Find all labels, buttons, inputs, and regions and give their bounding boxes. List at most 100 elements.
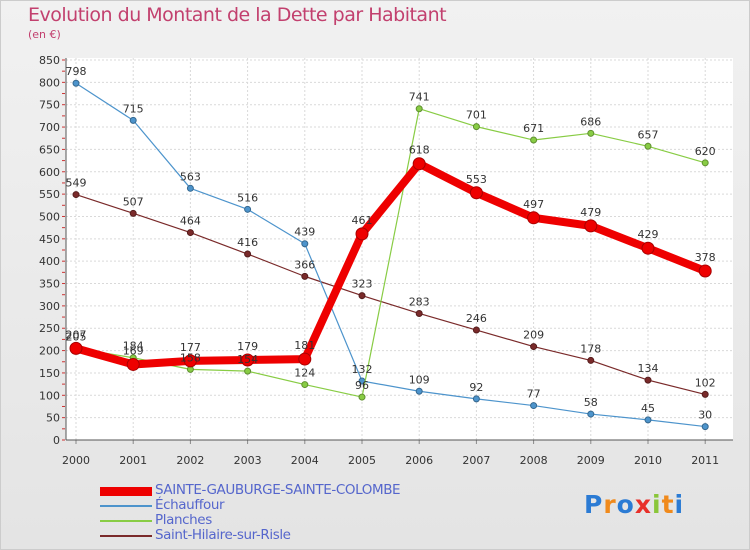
data-label-planches: 741 xyxy=(409,91,430,104)
data-point-echauffour xyxy=(186,184,194,192)
y-tick-label: 100 xyxy=(39,389,60,402)
data-point-sainte-gauburge xyxy=(355,227,369,241)
data-label-echauffour: 439 xyxy=(294,226,315,239)
data-point-sainte-gauburge xyxy=(469,186,483,200)
logo-letter: P xyxy=(584,490,604,519)
data-point-sainte-gauburge xyxy=(641,241,655,255)
data-label-planches: 184 xyxy=(123,340,144,353)
data-point-echauffour xyxy=(644,416,652,424)
series-line-saint-hilaire xyxy=(75,193,706,395)
data-label-echauffour: 516 xyxy=(237,191,258,204)
y-tick-label: 150 xyxy=(39,367,60,380)
data-label-saint-hilaire: 464 xyxy=(180,215,201,228)
data-label-saint-hilaire: 134 xyxy=(638,362,659,375)
series-line-planches xyxy=(75,108,706,398)
data-label-saint-hilaire: 366 xyxy=(294,258,315,271)
data-label-saint-hilaire: 102 xyxy=(695,376,716,389)
data-point-saint-hilaire xyxy=(644,376,652,384)
logo-letter: i xyxy=(652,490,662,519)
x-tick-label: 2008 xyxy=(520,454,548,467)
data-label-sainte-gauburge: 207 xyxy=(66,328,87,341)
x-tick-label: 2001 xyxy=(119,454,147,467)
data-point-planches xyxy=(415,105,423,113)
x-tick-label: 2000 xyxy=(62,454,90,467)
data-point-sainte-gauburge xyxy=(241,353,255,367)
data-point-planches xyxy=(587,129,595,137)
legend-label: Saint-Hilaire-sur-Risle xyxy=(155,527,291,543)
data-label-sainte-gauburge: 378 xyxy=(695,251,716,264)
data-label-saint-hilaire: 209 xyxy=(523,329,544,342)
data-point-echauffour xyxy=(415,387,423,395)
data-label-echauffour: 132 xyxy=(352,363,373,376)
y-tick-label: 700 xyxy=(39,121,60,134)
data-label-planches: 671 xyxy=(523,122,544,135)
data-point-planches xyxy=(244,367,252,375)
y-tick-label: 500 xyxy=(39,210,60,223)
data-point-planches xyxy=(530,136,538,144)
data-label-saint-hilaire: 178 xyxy=(580,342,601,355)
chart-subtitle: (en €) xyxy=(28,28,61,41)
series-line-sainte-gauburge xyxy=(74,159,707,369)
legend-label: Planches xyxy=(155,512,212,528)
x-tick-label: 2002 xyxy=(176,454,204,467)
series-line-echauffour xyxy=(75,82,706,428)
data-label-sainte-gauburge: 553 xyxy=(466,173,487,186)
x-tick-label: 2010 xyxy=(634,454,662,467)
legend-swatch xyxy=(100,535,152,537)
y-tick-label: 550 xyxy=(39,188,60,201)
chart-title: Evolution du Montant de la Dette par Hab… xyxy=(28,4,447,26)
legend-label: SAINTE-GAUBURGE-SAINTE-COLOMBE xyxy=(155,482,401,498)
data-label-planches: 205 xyxy=(66,330,87,343)
data-point-sainte-gauburge xyxy=(69,341,83,355)
data-label-sainte-gauburge: 179 xyxy=(237,340,258,353)
data-point-sainte-gauburge xyxy=(298,352,312,366)
data-point-saint-hilaire xyxy=(129,209,137,217)
data-point-planches xyxy=(358,393,366,401)
data-label-saint-hilaire: 507 xyxy=(123,195,144,208)
data-label-sainte-gauburge: 169 xyxy=(123,344,144,357)
data-label-saint-hilaire: 246 xyxy=(466,312,487,325)
data-point-echauffour xyxy=(472,395,480,403)
data-point-sainte-gauburge xyxy=(698,264,712,278)
y-tick-label: 50 xyxy=(46,412,60,425)
logo-letter: r xyxy=(603,490,617,519)
logo-letter: t xyxy=(661,490,675,519)
x-tick-label: 2003 xyxy=(234,454,262,467)
y-tick-label: 800 xyxy=(39,76,60,89)
data-label-echauffour: 45 xyxy=(641,402,655,415)
data-point-saint-hilaire xyxy=(530,343,538,351)
data-label-sainte-gauburge: 181 xyxy=(294,339,315,352)
data-label-planches: 154 xyxy=(237,353,258,366)
plot-area xyxy=(66,58,733,440)
data-label-sainte-gauburge: 461 xyxy=(352,214,373,227)
data-point-sainte-gauburge xyxy=(412,157,426,171)
data-point-echauffour xyxy=(129,116,137,124)
data-label-planches: 96 xyxy=(355,379,369,392)
data-label-saint-hilaire: 549 xyxy=(66,177,87,190)
y-tick-label: 400 xyxy=(39,255,60,268)
data-point-echauffour xyxy=(72,79,80,87)
data-point-saint-hilaire xyxy=(244,250,252,258)
data-label-echauffour: 77 xyxy=(527,388,541,401)
x-tick-label: 2006 xyxy=(405,454,433,467)
data-label-sainte-gauburge: 479 xyxy=(580,206,601,219)
y-tick-label: 450 xyxy=(39,233,60,246)
data-point-saint-hilaire xyxy=(587,356,595,364)
data-point-planches xyxy=(701,159,709,167)
data-point-echauffour xyxy=(587,410,595,418)
data-label-sainte-gauburge: 618 xyxy=(409,144,430,157)
data-point-planches xyxy=(301,381,309,389)
data-point-saint-hilaire xyxy=(358,292,366,300)
data-label-planches: 657 xyxy=(638,128,659,141)
y-tick-label: 300 xyxy=(39,300,60,313)
data-point-saint-hilaire xyxy=(72,191,80,199)
data-label-planches: 158 xyxy=(180,351,201,364)
data-point-sainte-gauburge xyxy=(527,211,541,225)
data-label-saint-hilaire: 323 xyxy=(352,278,373,291)
data-point-planches xyxy=(644,142,652,150)
data-label-planches: 620 xyxy=(695,145,716,158)
data-point-sainte-gauburge xyxy=(584,219,598,233)
data-label-sainte-gauburge: 429 xyxy=(638,228,659,241)
data-point-sainte-gauburge xyxy=(183,354,197,368)
